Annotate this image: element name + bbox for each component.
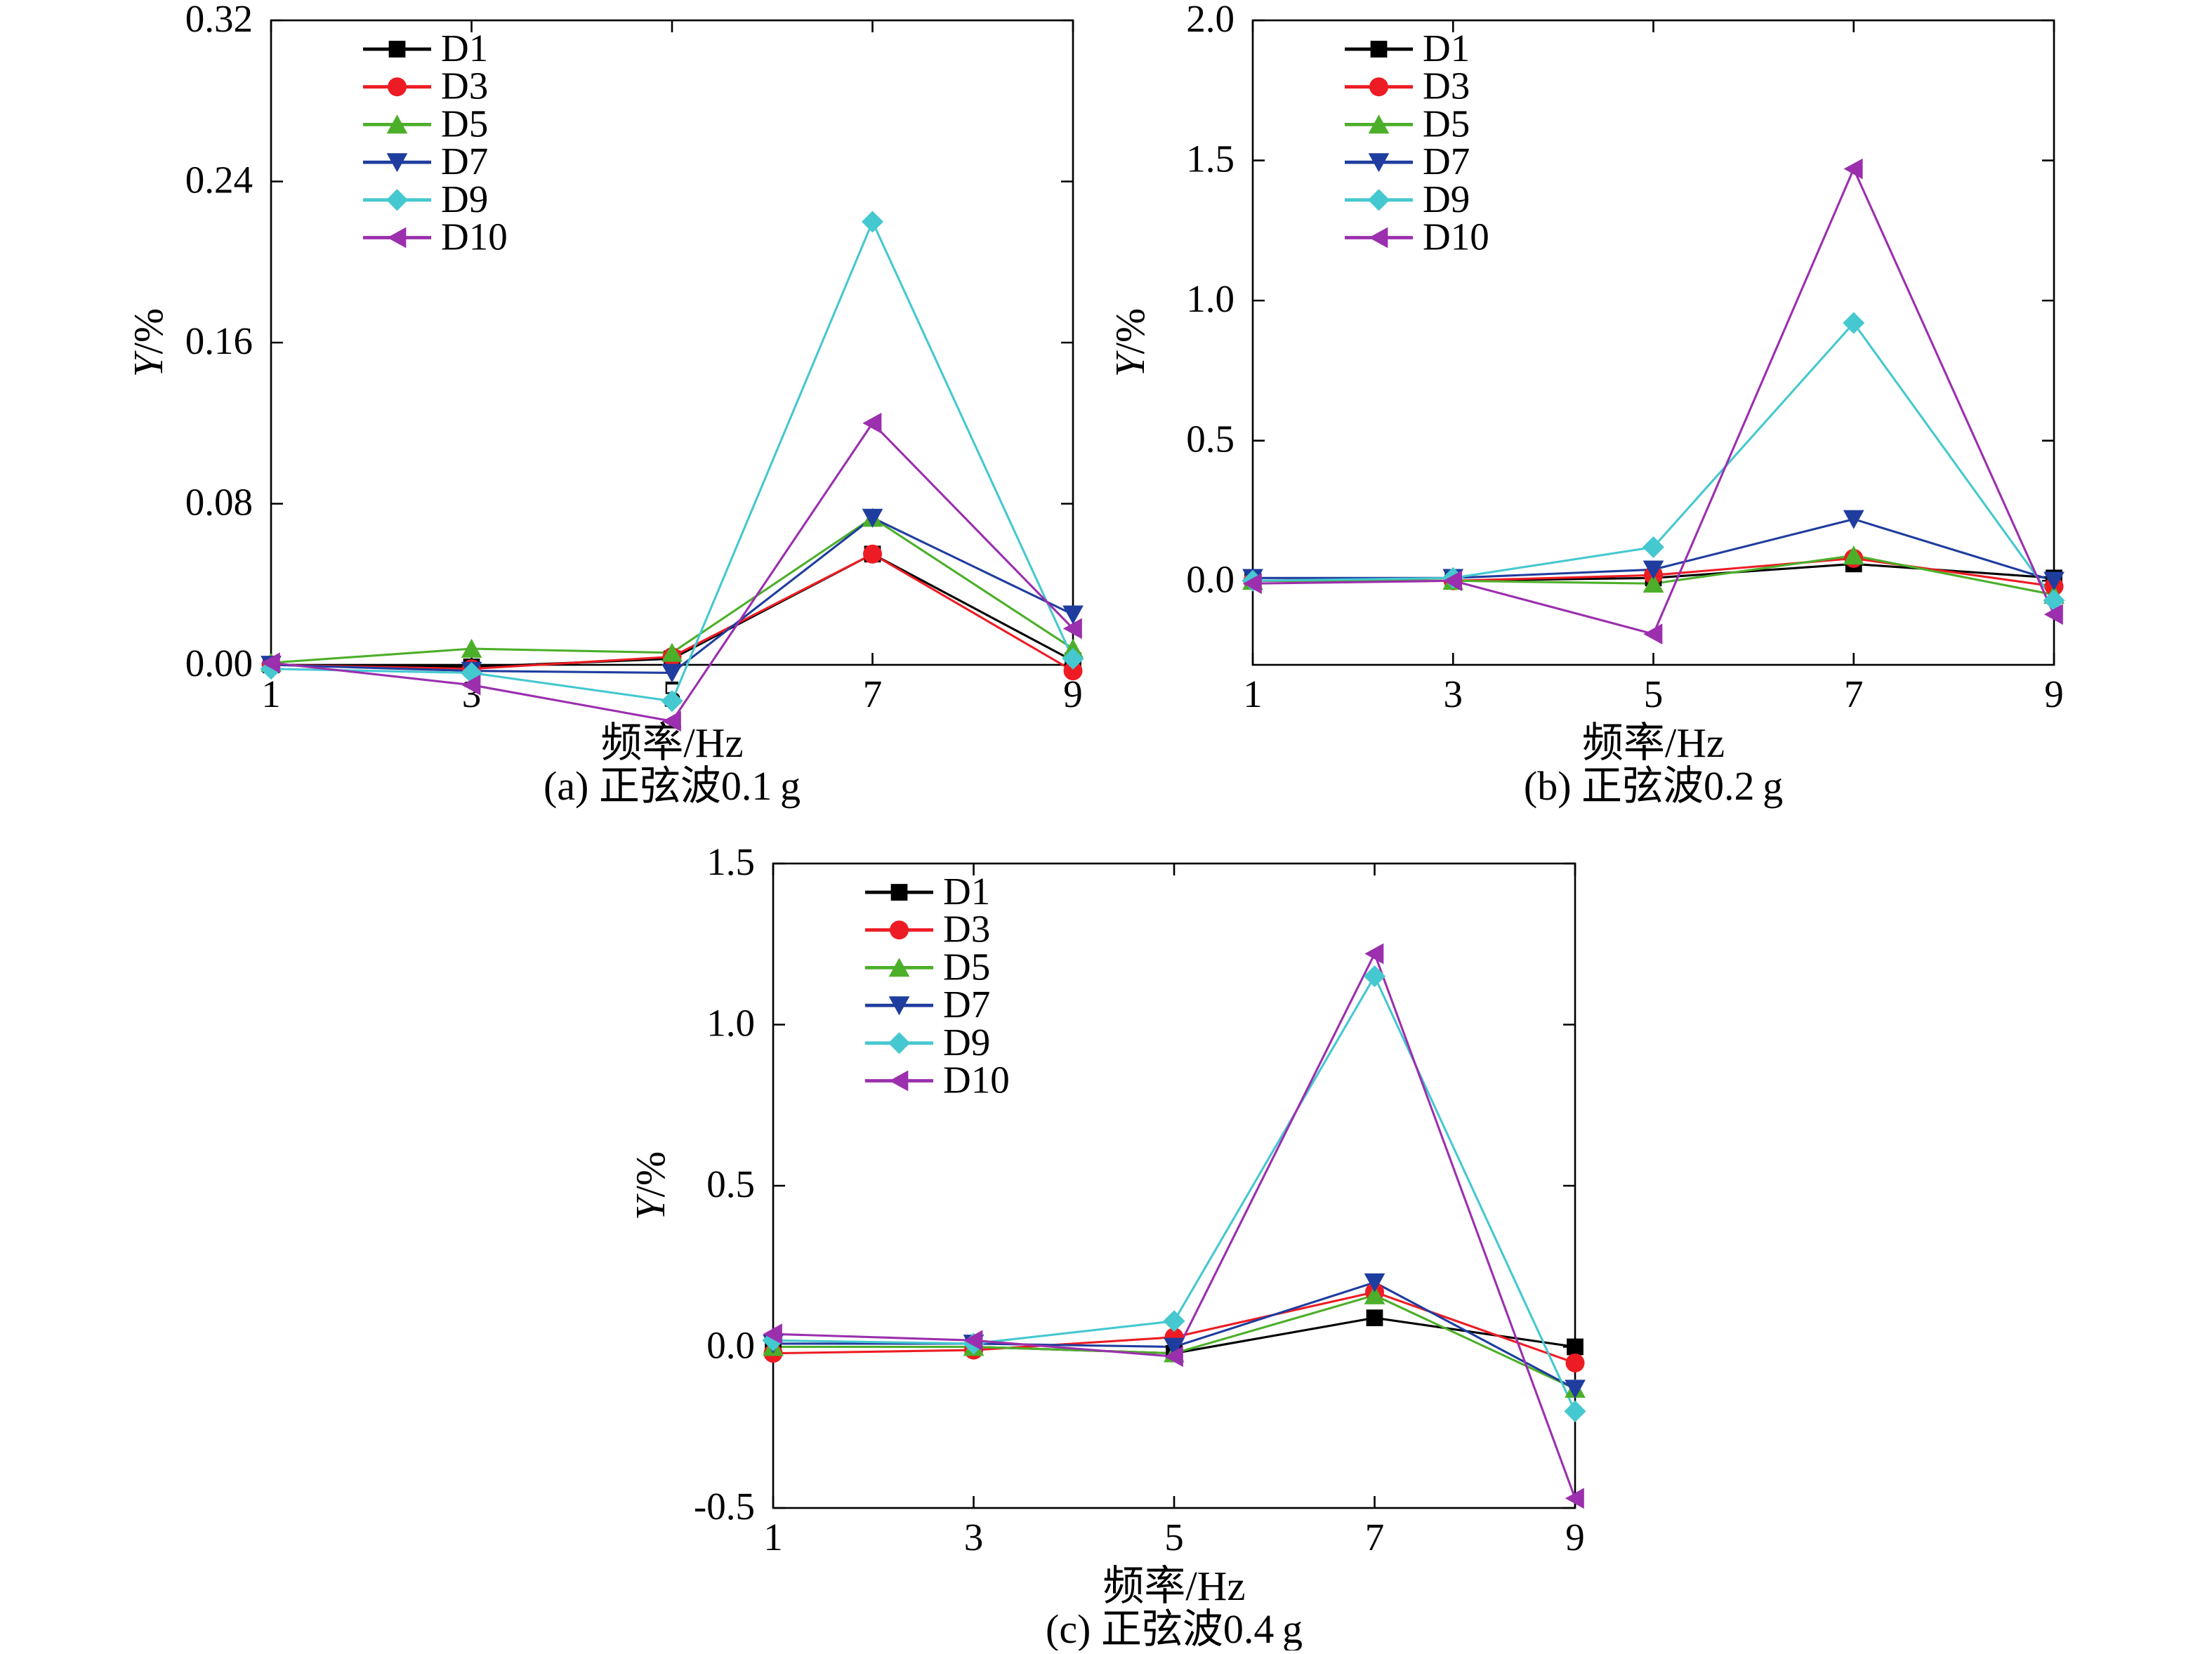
svg-text:1: 1: [1243, 673, 1263, 715]
svg-text:1.0: 1.0: [706, 1002, 755, 1045]
svg-text:3: 3: [1444, 673, 1463, 715]
svg-text:D1: D1: [441, 27, 488, 70]
svg-text:(a) 正弦波0.1 g: (a) 正弦波0.1 g: [544, 763, 801, 809]
svg-text:2.0: 2.0: [1186, 0, 1235, 40]
svg-text:D5: D5: [943, 945, 990, 988]
svg-text:D7: D7: [943, 983, 990, 1026]
svg-text:D9: D9: [441, 178, 488, 220]
svg-text:0.24: 0.24: [185, 159, 253, 201]
svg-text:9: 9: [1565, 1516, 1585, 1559]
svg-text:(b) 正弦波0.2 g: (b) 正弦波0.2 g: [1524, 763, 1783, 809]
svg-text:(c) 正弦波0.4 g: (c) 正弦波0.4 g: [1046, 1606, 1303, 1650]
svg-text:9: 9: [2044, 673, 2064, 715]
svg-text:0.32: 0.32: [185, 0, 253, 40]
svg-text:D5: D5: [441, 102, 488, 145]
svg-text:0.16: 0.16: [185, 319, 253, 362]
svg-text:0.0: 0.0: [1186, 557, 1235, 600]
svg-text:0.5: 0.5: [1186, 418, 1235, 461]
svg-text:D9: D9: [1423, 178, 1470, 220]
svg-text:5: 5: [1164, 1516, 1184, 1559]
svg-text:3: 3: [964, 1516, 984, 1559]
svg-text:频率/Hz: 频率/Hz: [1582, 720, 1725, 766]
svg-text:1.5: 1.5: [1186, 138, 1235, 180]
svg-text:D3: D3: [441, 65, 488, 107]
svg-text:D3: D3: [943, 908, 990, 951]
svg-text:D3: D3: [1423, 65, 1470, 107]
svg-text:1: 1: [763, 1516, 783, 1559]
svg-text:-0.5: -0.5: [694, 1485, 755, 1528]
svg-text:Y/%: Y/%: [1107, 308, 1153, 377]
svg-text:D5: D5: [1423, 102, 1470, 145]
svg-text:1.0: 1.0: [1186, 277, 1235, 320]
svg-text:D1: D1: [1423, 27, 1470, 70]
svg-text:D10: D10: [441, 216, 508, 258]
svg-text:0.0: 0.0: [706, 1324, 755, 1367]
svg-text:0.5: 0.5: [706, 1163, 755, 1205]
svg-text:频率/Hz: 频率/Hz: [1102, 1563, 1245, 1609]
svg-text:5: 5: [1644, 673, 1664, 715]
svg-text:0.08: 0.08: [185, 481, 253, 524]
svg-text:D9: D9: [943, 1021, 990, 1064]
svg-text:D7: D7: [441, 140, 488, 183]
svg-text:D1: D1: [943, 870, 990, 913]
svg-text:D7: D7: [1423, 140, 1470, 183]
svg-text:Y/%: Y/%: [627, 1151, 673, 1220]
svg-text:Y/%: Y/%: [125, 308, 171, 377]
svg-text:7: 7: [863, 673, 883, 715]
svg-text:0.00: 0.00: [185, 642, 253, 684]
svg-text:D10: D10: [1423, 216, 1489, 258]
svg-text:1.5: 1.5: [706, 840, 755, 883]
svg-text:7: 7: [1844, 673, 1864, 715]
svg-text:D10: D10: [943, 1059, 1010, 1101]
svg-text:7: 7: [1365, 1516, 1385, 1559]
